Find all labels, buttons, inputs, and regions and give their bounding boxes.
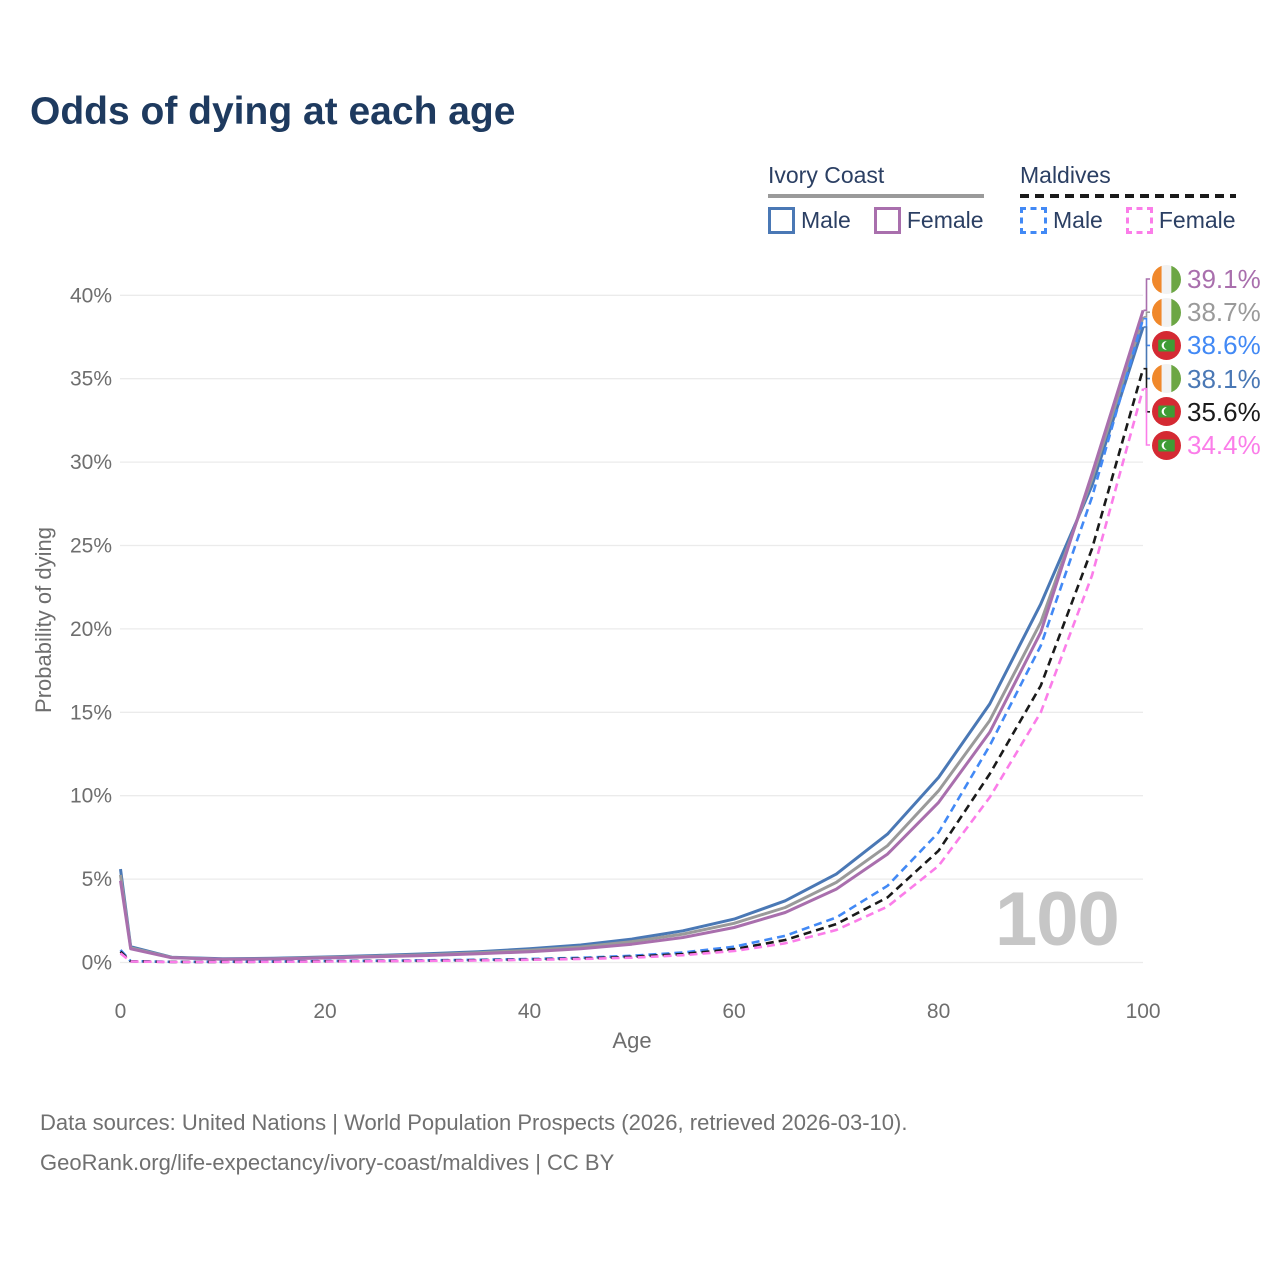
x-tick-label-20: 20 [313, 1000, 336, 1023]
y-tick-label-30: 30% [70, 451, 112, 474]
x-tick-label-0: 0 [115, 1000, 127, 1023]
chart-title: Odds of dying at each age [30, 90, 516, 133]
y-tick-label-10: 10% [70, 785, 112, 808]
legend-item-maldives-female[interactable]: Female [1125, 207, 1236, 234]
endpoint-label-maldives-female: 34.4% [1152, 430, 1261, 460]
x-tick-label-80: 80 [927, 1000, 950, 1023]
endpoint-leader-lines [1143, 278, 1150, 446]
gridlines [120, 294, 1143, 964]
legend-item-ivory-coast-female[interactable]: Female [873, 207, 984, 234]
y-tick-label-5: 5% [82, 868, 112, 891]
y-tick-label-15: 15% [70, 701, 112, 724]
maldives-flag-icon [1152, 430, 1181, 460]
leader-line-5 [1143, 387, 1150, 446]
legend-group-ivory-coast: Ivory Coast Male Female [768, 162, 984, 234]
series-line-maldives-male [119, 318, 1145, 964]
series-line-maldives-total [119, 368, 1145, 964]
endpoint-value: 35.6% [1187, 396, 1261, 427]
series-lines [119, 309, 1145, 964]
legend-header-maldives: Maldives [1020, 162, 1111, 188]
legend-header-ivory-coast: Ivory Coast [768, 162, 885, 188]
endpoint-value: 38.6% [1187, 330, 1261, 361]
age-counter-watermark: 100 [995, 877, 1120, 962]
legend-group-maldives: Maldives Male Female [1020, 162, 1236, 234]
x-axis-title: Age [612, 1028, 652, 1053]
ivory-coast-flag-icon [1152, 297, 1181, 327]
series-line-maldives-female [119, 388, 1145, 964]
axis-tick-labels: 0% 5% 10% 15% 20% 25% 30% 35% 40% 0 20 40 60 80 100 [70, 284, 1161, 1023]
legend-line-sample-maldives [1020, 194, 1236, 198]
leader-line-3 [1143, 326, 1150, 380]
endpoint-value: 38.7% [1187, 297, 1261, 328]
series-line-ivory-coast-total [119, 316, 1145, 961]
x-tick-label-40: 40 [518, 1000, 541, 1023]
endpoint-label-ivory-coast-total: 38.7% [1152, 297, 1261, 327]
legend-item-label: Female [1158, 207, 1236, 233]
series-line-ivory-coast-male [119, 326, 1145, 961]
y-tick-label-40: 40% [70, 284, 112, 307]
legend-item-ivory-coast-male[interactable]: Male [768, 207, 851, 234]
ivory-coast-flag-icon [1152, 264, 1181, 294]
endpoint-value: 38.1% [1187, 363, 1261, 394]
legend-swatch-ivory-coast-female [873, 207, 901, 234]
series-line-ivory-coast-female [119, 309, 1145, 961]
x-tick-label-60: 60 [722, 1000, 745, 1023]
legend-item-label: Male [1053, 207, 1103, 233]
maldives-flag-icon [1152, 397, 1181, 427]
legend-swatch-ivory-coast-male [768, 207, 795, 234]
legend-item-maldives-male[interactable]: Male [1020, 207, 1103, 234]
y-tick-label-35: 35% [70, 368, 112, 391]
attribution-text: GeoRank.org/life-expectancy/ivory-coast/… [40, 1150, 615, 1175]
endpoint-value: 34.4% [1187, 430, 1261, 460]
endpoint-label-ivory-coast-male: 38.1% [1152, 364, 1261, 394]
legend-line-sample-ivory-coast [768, 194, 984, 198]
legend-item-label: Male [801, 207, 851, 233]
legend-swatch-maldives-male [1020, 207, 1047, 234]
endpoint-label-maldives-male: 38.6% [1152, 330, 1261, 360]
ivory-coast-flag-icon [1152, 364, 1181, 394]
endpoint-label-maldives-total: 35.6% [1152, 397, 1261, 427]
x-tick-label-100: 100 [1126, 1000, 1161, 1023]
leader-line-0 [1143, 278, 1150, 312]
legend-swatch-maldives-female [1125, 207, 1153, 234]
y-tick-label-0: 0% [82, 952, 112, 975]
y-tick-label-20: 20% [70, 618, 112, 641]
y-tick-label-25: 25% [70, 535, 112, 558]
endpoint-value: 39.1% [1187, 264, 1261, 294]
legend-item-label: Female [906, 207, 984, 233]
leader-line-1 [1143, 311, 1150, 318]
maldives-flag-icon [1152, 330, 1181, 360]
data-sources-text: Data sources: United Nations | World Pop… [40, 1110, 908, 1135]
endpoint-label-ivory-coast-female: 39.1% [1152, 264, 1261, 294]
